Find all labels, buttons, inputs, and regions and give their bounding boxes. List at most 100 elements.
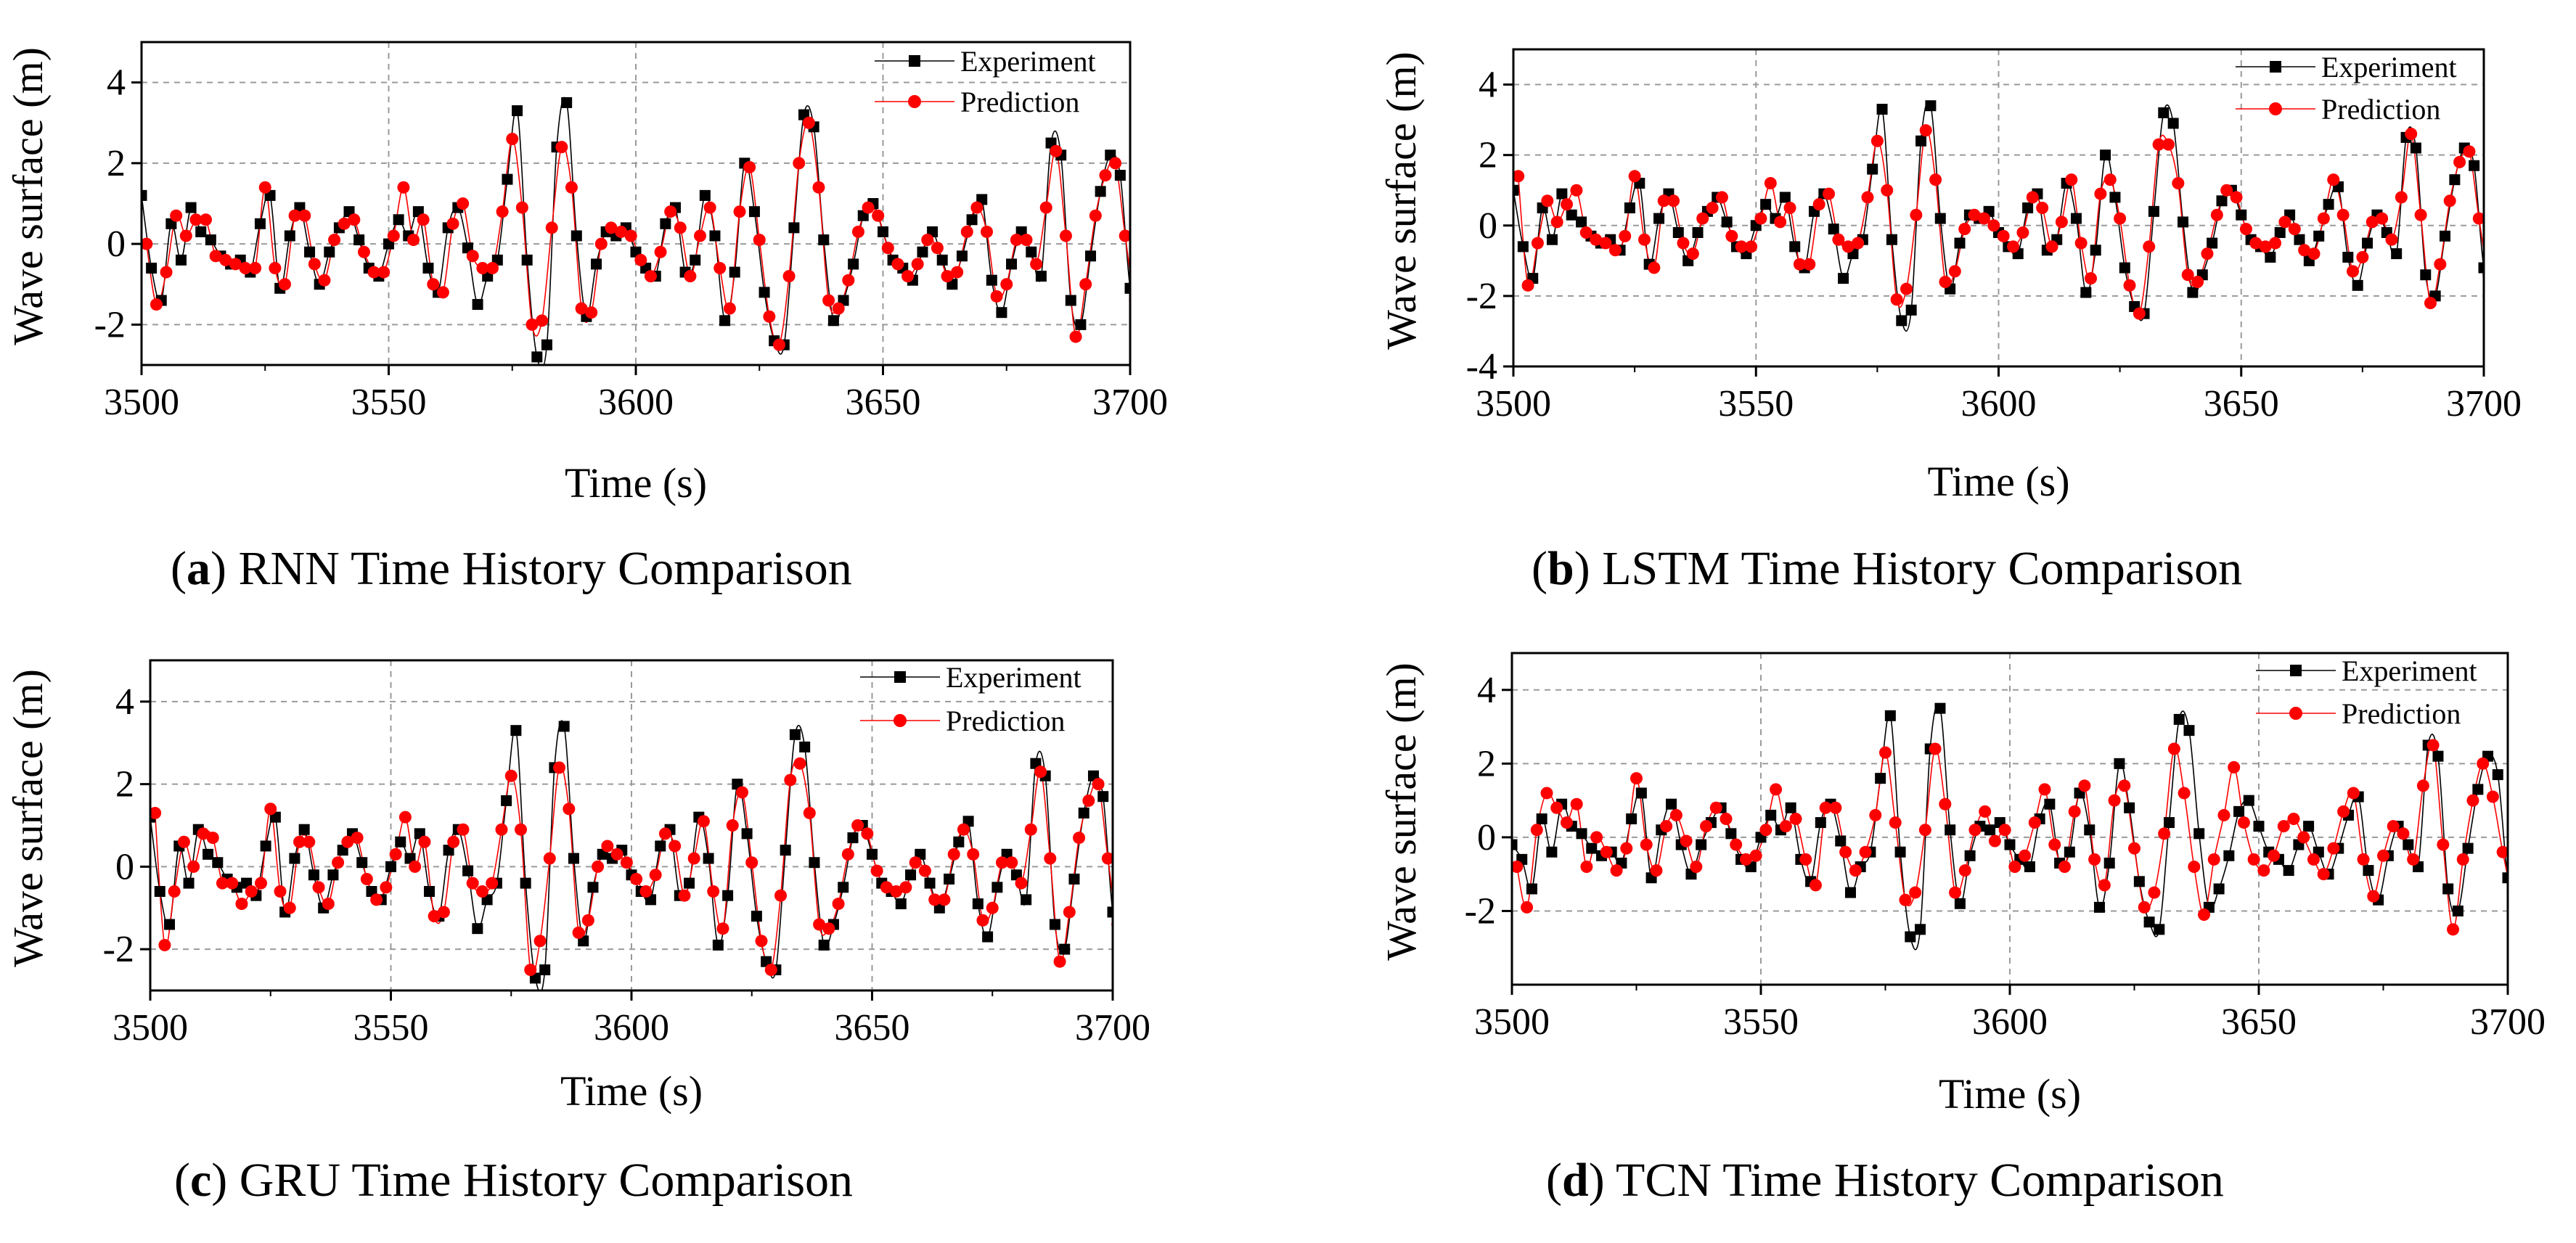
experiment-point [780, 845, 791, 856]
caption-paren-open: ( [171, 542, 187, 595]
prediction-point [1829, 801, 1842, 814]
legend-prediction-marker [2289, 707, 2302, 720]
plot-area [1513, 100, 2484, 332]
prediction-point [1812, 198, 1825, 211]
experiment-point [1934, 702, 1946, 714]
prediction-point [2065, 173, 2078, 186]
experiment-point [2274, 226, 2286, 238]
prediction-point [967, 848, 980, 861]
prediction-point [1050, 144, 1063, 157]
experiment-point [472, 923, 483, 935]
prediction-point [2385, 233, 2398, 246]
experiment-point [2303, 821, 2315, 832]
prediction-point [1650, 864, 1663, 877]
prediction-line [154, 760, 1113, 977]
prediction-point [1005, 856, 1018, 869]
prediction-point [1619, 229, 1632, 242]
prediction-point [2103, 173, 2117, 186]
prediction-point [2297, 831, 2310, 844]
prediction-point [951, 266, 964, 279]
prediction-point [575, 302, 588, 315]
experiment-point [393, 214, 404, 226]
y-axis-label: Wave surface (m) [4, 669, 52, 967]
prediction-point [909, 856, 922, 869]
experiment-point [1635, 787, 1647, 799]
experiment-point [966, 214, 978, 226]
y-tick-label: 4 [1477, 670, 1496, 711]
prediction-point [168, 885, 181, 898]
prediction-point [545, 221, 558, 234]
x-tick-label: 3700 [1092, 382, 1168, 423]
prediction-point [822, 294, 835, 307]
y-tick-label: 2 [1477, 743, 1496, 784]
experiment-point [1097, 791, 1109, 803]
experiment-point [1915, 135, 1927, 147]
prediction-point [2123, 279, 2136, 292]
experiment-point [703, 853, 714, 864]
prediction-point [1579, 226, 1592, 239]
experiment-point [539, 964, 551, 976]
prediction-point [654, 245, 667, 258]
experiment-point [2410, 142, 2421, 154]
plot-area [150, 720, 1113, 990]
prediction-point [526, 318, 539, 331]
prediction-point [158, 938, 171, 951]
prediction-point [841, 848, 854, 861]
experiment-point [2004, 839, 2016, 850]
experiment-point [1566, 209, 1577, 221]
prediction-point [2317, 868, 2330, 881]
experiment-point [878, 226, 888, 237]
x-tick-label: 3550 [1718, 383, 1794, 424]
prediction-point [585, 306, 598, 319]
prediction-point [239, 262, 252, 274]
experiment-point [2103, 857, 2115, 869]
prediction-point [2036, 202, 2049, 214]
prediction-point [2278, 216, 2291, 229]
prediction-point [1020, 234, 1033, 247]
legend-experiment-marker [2270, 61, 2281, 73]
experiment-point [2080, 287, 2092, 298]
prediction-point [2424, 297, 2437, 310]
x-tick-label: 3550 [351, 382, 427, 423]
prediction-point [2249, 237, 2262, 250]
prediction-point [2085, 272, 2098, 285]
prediction-point [1783, 202, 1796, 214]
experiment-point [1546, 234, 1558, 245]
prediction-point [2045, 240, 2058, 253]
caption-paren-close: ) [210, 542, 238, 595]
prediction-point [235, 898, 248, 911]
experiment-point [1867, 163, 1878, 175]
experiment-point [1065, 295, 1076, 306]
experiment-point [1021, 894, 1032, 906]
prediction-point [322, 898, 335, 911]
prediction-point [2008, 861, 2021, 874]
prediction-point [2347, 265, 2360, 278]
experiment-point [2352, 279, 2363, 291]
panel-c: 3500 3550 3600 3650 3700 -2 0 2 4 Time (s) Wave su… [4, 659, 1150, 1207]
prediction-point [283, 901, 296, 914]
prediction-point [2148, 886, 2161, 899]
prediction-point [447, 835, 460, 848]
experiment-point [1526, 883, 1537, 895]
experiment-point [2143, 916, 2155, 928]
prediction-point [475, 885, 488, 898]
prediction-point [764, 964, 777, 977]
y-tick-label: -2 [1465, 890, 1496, 932]
prediction-point [610, 848, 623, 861]
prediction-point [832, 302, 845, 315]
x-tick-label: 3700 [2470, 1001, 2546, 1043]
prediction-point [832, 898, 845, 911]
x-tick-label: 3550 [353, 1007, 429, 1049]
prediction-point [209, 250, 222, 263]
prediction-point [1139, 290, 1151, 303]
prediction-point [931, 242, 944, 255]
prediction-point [2167, 742, 2180, 755]
prediction-point [2287, 813, 2300, 825]
prediction-point [851, 225, 864, 238]
prediction-point [2268, 849, 2281, 862]
prediction-point [1561, 198, 1574, 211]
experiment-point [1875, 773, 1886, 784]
experiment-point [1905, 304, 1917, 316]
experiment-point [1894, 846, 1906, 858]
prediction-point [1793, 258, 1806, 271]
